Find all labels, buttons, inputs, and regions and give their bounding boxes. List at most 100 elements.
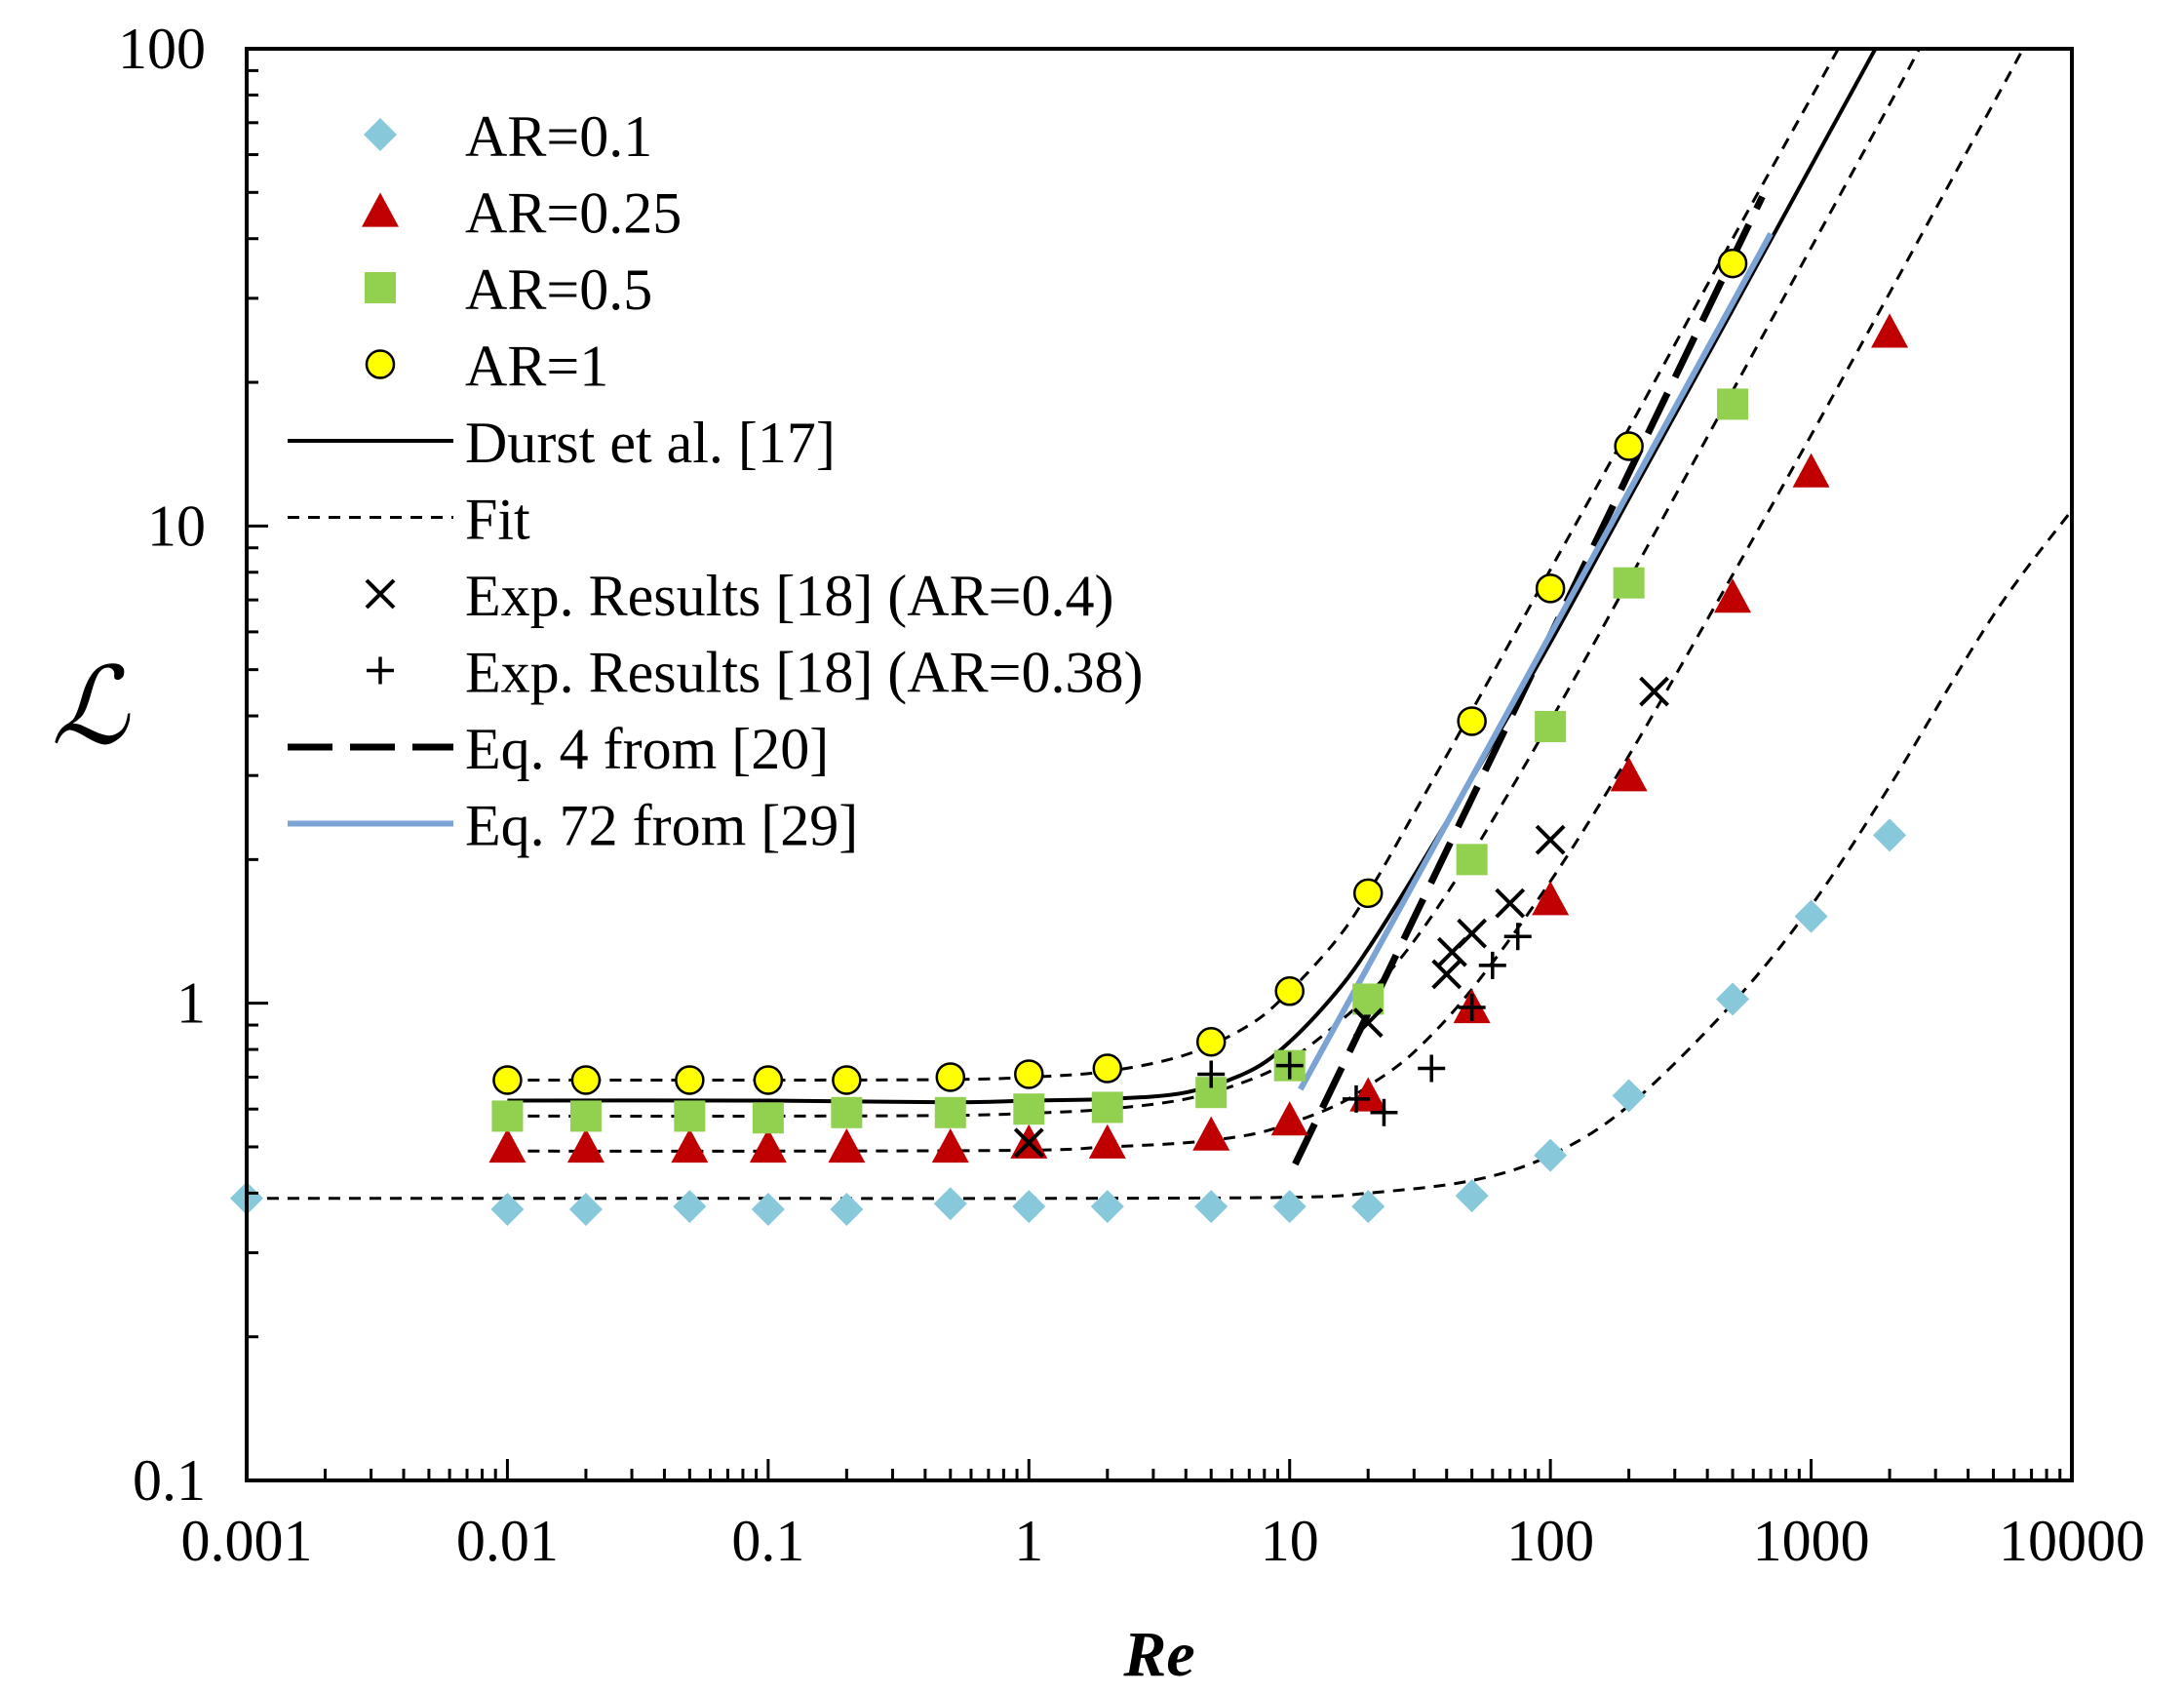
legend-label: AR=1 — [465, 335, 608, 399]
data-point-ar-1 — [753, 1065, 784, 1095]
legend-label: Eq. 72 from [29] — [465, 794, 858, 858]
x-tick-label: 0.1 — [731, 1509, 804, 1573]
legend-symbol-ar-0-1 — [364, 118, 397, 151]
legend-label: AR=0.1 — [465, 104, 652, 169]
data-point-exp-results-18-ar-0-4 — [1639, 676, 1669, 707]
legend-label: Durst et al. [17] — [465, 411, 836, 475]
data-point-ar-1 — [1092, 1053, 1123, 1084]
legend-item-durst-et-al-17: Durst et al. [17] — [288, 411, 836, 475]
data-point-ar-0-5 — [1456, 844, 1488, 876]
data-point-ar-1 — [1014, 1059, 1044, 1089]
data-point-ar-1 — [1457, 706, 1487, 736]
legend-item-eq-72-from-29: Eq. 72 from [29] — [288, 794, 858, 858]
data-point-ar-0-25 — [1714, 578, 1752, 613]
legend-symbol-ar-0-5 — [365, 272, 396, 303]
y-tick-label: 100 — [118, 17, 206, 81]
legend-item-exp-results-18-ar-0-4: Exp. Results [18] (AR=0.4) — [365, 564, 1113, 628]
data-point-ar-0-25 — [1532, 881, 1570, 916]
data-point-ar-0-5 — [1535, 710, 1567, 742]
data-point-exp-results-18-ar-0-38 — [1418, 1054, 1446, 1083]
data-point-exp-results-18-ar-0-38 — [1458, 993, 1486, 1021]
data-point-ar-0-1 — [1351, 1190, 1385, 1224]
data-point-ar-0-1 — [933, 1187, 967, 1221]
legend-symbol-ar-1 — [365, 349, 396, 379]
y-axis-title: ℒ — [51, 648, 131, 767]
data-point-ar-0-25 — [1088, 1123, 1126, 1159]
data-point-exp-results-18-ar-0-38 — [1275, 1051, 1304, 1080]
data-point-ar-0-25 — [1610, 757, 1648, 792]
data-point-exp-results-18-ar-0-4 — [1013, 1127, 1044, 1159]
legend-item-ar-0-5: AR=0.5 — [365, 257, 652, 322]
legend-label: AR=0.25 — [465, 181, 682, 246]
data-point-ar-0-5 — [1613, 567, 1645, 599]
x-tick-label: 10000 — [1999, 1509, 2145, 1573]
data-point-ar-0-1 — [1794, 899, 1828, 933]
legend-label: Exp. Results [18] (AR=0.38) — [465, 641, 1143, 705]
y-tick-label: 0.1 — [133, 1448, 206, 1513]
legend-item-ar-0-25: AR=0.25 — [362, 181, 682, 246]
data-point-ar-0-1 — [490, 1192, 525, 1226]
legend-item-eq-4-from-20: Eq. 4 from [20] — [288, 717, 829, 781]
data-point-ar-0-5 — [752, 1102, 784, 1134]
series-line-fit — [507, 49, 1841, 1083]
data-point-ar-0-25 — [749, 1127, 787, 1163]
data-point-ar-1 — [492, 1065, 523, 1095]
data-point-ar-0-5 — [674, 1100, 706, 1132]
x-tick-label: 0.01 — [456, 1509, 559, 1573]
legend-symbol-ar-0-25 — [362, 192, 399, 227]
data-point-ar-1 — [1195, 1027, 1227, 1057]
x-tick-label: 0.001 — [181, 1509, 313, 1573]
series-line-fit — [247, 509, 2072, 1201]
curves-layer — [247, 49, 2072, 1201]
data-point-ar-1 — [675, 1065, 705, 1095]
data-point-ar-0-1 — [673, 1190, 707, 1224]
data-point-ar-0-1 — [1455, 1179, 1489, 1213]
data-point-ar-0-1 — [830, 1192, 864, 1226]
data-point-ar-0-1 — [1090, 1190, 1124, 1224]
legend-item-fit: Fit — [288, 488, 530, 552]
legend-symbol-exp-results-18-ar-0-38 — [367, 656, 394, 685]
data-point-ar-1 — [1717, 248, 1748, 279]
data-point-exp-results-18-ar-0-4 — [1495, 887, 1526, 919]
x-tick-label: 1 — [1014, 1509, 1043, 1573]
legend-item-exp-results-18-ar-0-38: Exp. Results [18] (AR=0.38) — [367, 641, 1143, 705]
data-point-ar-0-1 — [1012, 1190, 1046, 1224]
legend: AR=0.1 AR=0.25 AR=0.5 AR=1 Durst et al. [17]… — [288, 104, 1143, 858]
data-point-ar-0-25 — [1871, 313, 1909, 348]
x-tick-label: 1000 — [1753, 1509, 1870, 1573]
legend-label: AR=0.5 — [465, 257, 652, 322]
data-point-exp-results-18-ar-0-4 — [1431, 959, 1462, 990]
data-point-ar-0-1 — [1194, 1190, 1228, 1224]
data-point-exp-results-18-ar-0-38 — [1478, 951, 1506, 979]
data-point-ar-0-1 — [1873, 818, 1907, 852]
data-point-ar-1 — [832, 1065, 862, 1095]
data-point-ar-1 — [570, 1065, 602, 1095]
data-point-ar-0-1 — [751, 1192, 785, 1226]
data-point-ar-1 — [1352, 878, 1384, 909]
data-point-ar-0-5 — [934, 1096, 966, 1128]
data-point-ar-0-1 — [1272, 1190, 1306, 1224]
legend-symbol-exp-results-18-ar-0-4 — [365, 578, 396, 610]
data-point-ar-0-5 — [1013, 1093, 1045, 1125]
data-point-ar-0-1 — [1534, 1138, 1568, 1172]
legend-item-ar-0-1: AR=0.1 — [364, 104, 652, 169]
x-axis-title: Re — [1122, 1619, 1194, 1690]
data-point-exp-results-18-ar-0-4 — [1457, 918, 1488, 949]
data-point-ar-0-5 — [1352, 983, 1384, 1015]
data-point-exp-results-18-ar-0-38 — [1342, 1084, 1370, 1113]
data-point-exp-results-18-ar-0-4 — [1352, 1007, 1384, 1039]
data-point-ar-1 — [1614, 431, 1644, 461]
data-point-exp-results-18-ar-0-38 — [1503, 923, 1532, 951]
data-point-ar-0-25 — [1349, 1077, 1387, 1112]
legend-item-ar-1: AR=1 — [365, 335, 608, 399]
data-point-ar-0-5 — [569, 1100, 602, 1132]
plot-frame — [245, 47, 2074, 1482]
data-point-ar-0-25 — [1192, 1116, 1230, 1151]
data-point-ar-0-25 — [488, 1127, 526, 1163]
y-tick-label: 1 — [176, 971, 206, 1036]
data-point-ar-0-5 — [1091, 1091, 1123, 1123]
data-point-ar-1 — [935, 1062, 966, 1092]
legend-label: Fit — [465, 488, 530, 552]
